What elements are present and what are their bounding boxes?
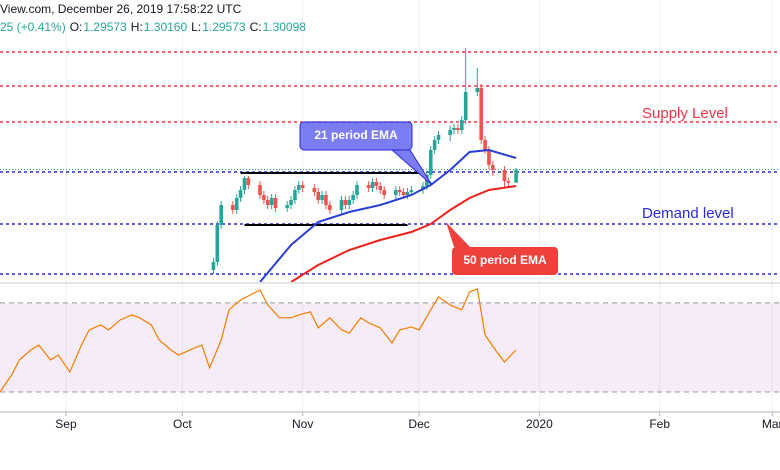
candle-body bbox=[374, 182, 379, 186]
grid bbox=[65, 0, 773, 412]
callout-box bbox=[452, 247, 558, 275]
candle-body bbox=[262, 195, 266, 200]
candle-body bbox=[459, 120, 464, 130]
rsi-line bbox=[0, 288, 517, 393]
rsi-band bbox=[0, 302, 780, 392]
candle-body bbox=[285, 205, 289, 208]
header-quote: 1.29573 bbox=[83, 20, 127, 34]
header-quote: O: bbox=[70, 20, 83, 34]
candle-body bbox=[483, 140, 487, 150]
candle-body bbox=[432, 140, 437, 150]
ema-line bbox=[290, 185, 517, 282]
x-tick-label: Sep bbox=[55, 417, 77, 431]
header-quote: H: bbox=[131, 20, 143, 34]
candle-body bbox=[475, 88, 480, 92]
candle-body bbox=[312, 188, 317, 192]
candle-body bbox=[514, 169, 518, 183]
candle-body bbox=[382, 190, 386, 195]
header: View.com, December 26, 2019 17:58:22 UTC… bbox=[0, 2, 306, 34]
annotations: 21 period EMA 50 period EMA Supply Level… bbox=[299, 105, 734, 275]
header-quote: 1.29573 bbox=[202, 20, 246, 34]
candle-body bbox=[452, 128, 456, 130]
candle-body bbox=[351, 195, 355, 200]
x-tick-label: 2020 bbox=[526, 417, 553, 431]
candle-body bbox=[231, 205, 235, 210]
candle-body bbox=[448, 130, 452, 135]
candle-body bbox=[238, 190, 243, 198]
candle-body bbox=[366, 185, 371, 188]
candle-body bbox=[215, 225, 220, 262]
candle-body bbox=[409, 190, 414, 192]
candle-body bbox=[506, 181, 511, 183]
candle-body bbox=[289, 200, 293, 205]
x-tick-label: Oct bbox=[173, 417, 192, 431]
candle-body bbox=[328, 205, 332, 210]
candle-body bbox=[355, 185, 359, 195]
candle-body bbox=[405, 192, 410, 195]
candle-body bbox=[491, 165, 495, 170]
candle-body bbox=[324, 195, 328, 205]
callout-text: 50 period EMA bbox=[463, 253, 547, 267]
demand-label: Demand level bbox=[642, 205, 734, 222]
candle-body bbox=[456, 128, 460, 130]
callout-box bbox=[299, 121, 413, 151]
candle-body bbox=[436, 135, 441, 140]
candle-body bbox=[300, 185, 305, 188]
x-tick-label: Mar bbox=[762, 417, 780, 431]
candle-body bbox=[219, 205, 223, 225]
candle-body bbox=[463, 92, 468, 120]
header-quote: 1.30098 bbox=[263, 20, 307, 34]
candle-body bbox=[320, 195, 324, 200]
candle-body bbox=[242, 178, 247, 190]
candle-body bbox=[269, 198, 274, 205]
candle-body bbox=[394, 190, 398, 195]
header-quote: L: bbox=[191, 20, 201, 34]
candle-body bbox=[347, 200, 352, 205]
candle-body bbox=[273, 198, 278, 208]
header-title: View.com, December 26, 2019 17:58:22 UTC bbox=[0, 2, 242, 16]
rsi-pane bbox=[0, 288, 780, 393]
candle-body bbox=[211, 262, 216, 270]
candle-body bbox=[246, 178, 251, 185]
candle-body bbox=[339, 200, 344, 210]
candle-body bbox=[487, 150, 491, 165]
callout-pointer bbox=[446, 222, 470, 247]
candle-body bbox=[343, 200, 348, 205]
candle-body bbox=[316, 192, 321, 200]
header-quote: 25 (+0.41%) bbox=[0, 20, 66, 34]
candle-body bbox=[258, 185, 262, 195]
candle-body bbox=[428, 150, 433, 175]
candle-body bbox=[378, 186, 383, 190]
x-tick-label: Feb bbox=[649, 417, 670, 431]
candle-body bbox=[479, 88, 483, 140]
candle-body bbox=[265, 200, 270, 205]
header-quote: C: bbox=[250, 20, 262, 34]
ema-line bbox=[259, 148, 517, 282]
time-axis-labels: Sep Oct Nov Dec 2020 Feb Mar bbox=[55, 412, 780, 431]
supply-label: Supply Level bbox=[642, 105, 728, 122]
x-tick-label: Nov bbox=[292, 417, 313, 431]
candle-body bbox=[370, 182, 375, 188]
candle-body bbox=[293, 190, 297, 200]
callout-text: 21 period EMA bbox=[314, 128, 398, 142]
candle-body bbox=[297, 185, 301, 190]
x-tick-label: Dec bbox=[408, 417, 429, 431]
candle-body bbox=[502, 170, 507, 181]
candle-body bbox=[401, 192, 406, 195]
candle-body bbox=[397, 190, 402, 192]
header-quote: 1.30160 bbox=[144, 20, 188, 34]
candle-body bbox=[234, 198, 239, 210]
